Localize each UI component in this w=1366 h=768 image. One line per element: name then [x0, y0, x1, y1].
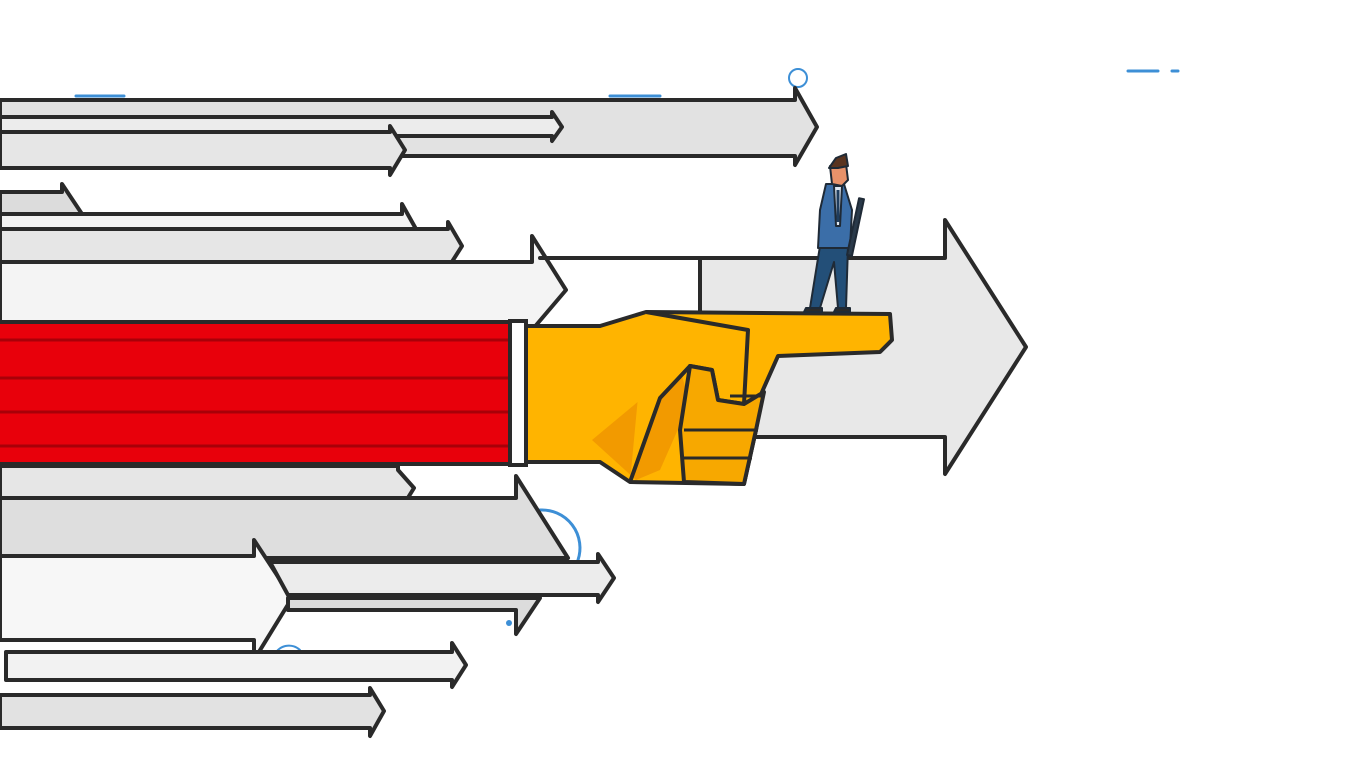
arrow [0, 474, 570, 560]
businessman [803, 153, 865, 313]
accent-ring [788, 68, 808, 88]
arrow [0, 538, 294, 662]
finger-lines [684, 394, 764, 460]
arrow [0, 182, 84, 216]
arrow [4, 641, 468, 689]
sleeve [0, 319, 528, 467]
arrow [0, 234, 568, 332]
arrow [0, 686, 386, 738]
decorative-accents [74, 68, 1180, 657]
businessman-telescope [846, 197, 865, 257]
businessman-hair [828, 153, 849, 169]
arrow [268, 552, 616, 604]
accent-arc [538, 508, 582, 562]
arrows [0, 86, 1028, 738]
sleeve-stripes [0, 338, 510, 448]
pointing-hand [524, 310, 894, 486]
sleeve-body [0, 320, 514, 466]
accent-dot [506, 620, 512, 626]
hand-fingers [678, 364, 766, 486]
arrow [286, 596, 542, 636]
businessman-shoe [803, 307, 823, 313]
arrow [0, 202, 418, 231]
businessman-shoe [833, 307, 851, 313]
arrow [0, 124, 407, 177]
sleeve-cuff [508, 319, 528, 467]
